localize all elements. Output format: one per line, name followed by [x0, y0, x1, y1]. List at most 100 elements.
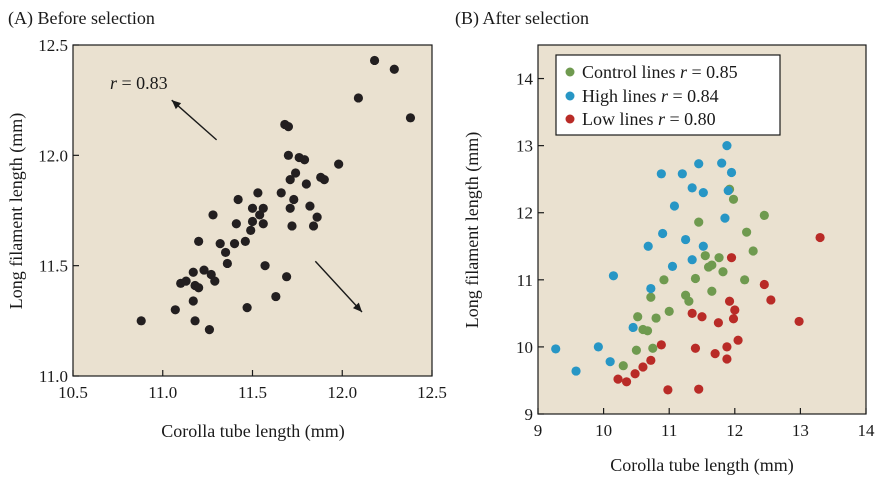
- data-point-control: [646, 292, 656, 302]
- data-point: [290, 168, 301, 178]
- arrow-shaft-up-left: [171, 99, 218, 141]
- data-point: [283, 150, 293, 160]
- data-point: [194, 236, 204, 246]
- data-point-high: [608, 271, 619, 281]
- data-point: [312, 212, 322, 222]
- data-point-control: [740, 275, 750, 285]
- data-point-low: [638, 362, 648, 372]
- x-tick-label: 13: [792, 421, 809, 440]
- data-point: [299, 155, 310, 165]
- data-point-control: [707, 260, 717, 270]
- arrow-head-down-right: [352, 302, 362, 313]
- data-point-low: [710, 349, 720, 359]
- panel-a-correlation-annotation: r = 0.83: [110, 73, 168, 93]
- data-point-low: [815, 232, 825, 243]
- data-point: [210, 276, 220, 286]
- data-point-high: [677, 169, 687, 179]
- y-tick-label: 11.5: [39, 257, 68, 276]
- data-point-low: [713, 318, 724, 328]
- data-point-high: [720, 213, 730, 223]
- data-point-high: [698, 241, 708, 251]
- data-point: [253, 188, 263, 198]
- x-tick-label: 12.0: [327, 383, 357, 402]
- data-point: [188, 296, 198, 306]
- data-point: [190, 316, 200, 326]
- data-point-control: [700, 251, 710, 261]
- data-point: [405, 113, 416, 123]
- y-tick-label: 12.5: [38, 36, 68, 55]
- y-tick-label: 14: [516, 70, 534, 89]
- panel-b-ticks: 9 10 11 12 13 14 9 10 11 12 13 14: [516, 70, 875, 440]
- panel-b-points: [551, 141, 825, 395]
- data-point-high: [717, 158, 727, 168]
- data-point: [353, 93, 364, 103]
- data-point-high: [656, 169, 666, 179]
- data-point: [204, 325, 215, 335]
- data-point: [276, 188, 286, 198]
- y-tick-label: 10: [516, 338, 533, 357]
- data-point-control: [759, 210, 769, 221]
- data-point: [258, 203, 268, 213]
- data-point: [260, 261, 270, 271]
- data-point: [199, 265, 209, 275]
- data-point: [271, 291, 281, 302]
- legend-marker-low: [565, 114, 575, 124]
- data-point-low: [656, 340, 666, 350]
- data-point: [289, 194, 299, 205]
- data-point: [194, 283, 204, 293]
- arrow-shaft-down-right: [314, 260, 363, 313]
- data-point-low: [694, 384, 704, 394]
- panel-b-x-axis-label: Corolla tube length (mm): [610, 455, 793, 476]
- data-point-control: [707, 286, 717, 296]
- data-point: [220, 247, 231, 258]
- data-point-low: [722, 342, 732, 352]
- data-point: [369, 55, 380, 66]
- data-point: [282, 272, 292, 282]
- data-point: [301, 179, 311, 189]
- data-point-high: [593, 342, 603, 352]
- y-tick-label: 11.0: [39, 367, 68, 386]
- data-point-control: [633, 312, 643, 322]
- legend-marker-high: [565, 91, 575, 101]
- data-point-control: [728, 194, 739, 204]
- data-point-control: [648, 343, 658, 353]
- data-point: [258, 219, 268, 229]
- data-point: [247, 203, 258, 213]
- data-point-high: [722, 141, 732, 151]
- data-point: [231, 219, 241, 229]
- data-point: [389, 64, 399, 74]
- data-point-control: [651, 313, 661, 323]
- data-point-low: [663, 385, 673, 395]
- data-point-high: [646, 283, 656, 294]
- panel-a-arrows: [171, 99, 363, 313]
- data-point-high: [726, 167, 737, 178]
- legend-label-control: Control lines r = 0.85: [582, 62, 738, 82]
- data-point: [208, 210, 218, 220]
- y-tick-label: 12.0: [38, 146, 68, 165]
- data-point-control: [718, 267, 728, 277]
- data-point-high: [681, 234, 691, 245]
- data-point: [285, 203, 295, 213]
- panel-b-y-axis-label: Long filament length (mm): [462, 132, 483, 328]
- data-point: [246, 225, 256, 235]
- legend-marker-control: [565, 67, 575, 77]
- data-point-low: [613, 374, 623, 384]
- x-tick-label: 10: [595, 421, 612, 440]
- data-point: [305, 201, 315, 211]
- data-point-low: [722, 354, 732, 364]
- data-point: [287, 221, 297, 231]
- data-point-low: [766, 295, 776, 305]
- data-point-control: [642, 326, 653, 336]
- y-tick-label: 13: [516, 137, 533, 156]
- data-point-high: [723, 185, 733, 196]
- data-point: [233, 194, 243, 205]
- data-point-low: [730, 305, 740, 315]
- data-point-low: [794, 316, 804, 327]
- data-point: [170, 305, 180, 315]
- arrow-head-up-left: [171, 100, 182, 110]
- x-tick-label: 11.5: [238, 383, 267, 402]
- data-point-control: [690, 273, 701, 284]
- data-point-low: [621, 377, 632, 387]
- panel-b-legend: Control lines r = 0.85 High lines r = 0.…: [555, 54, 781, 136]
